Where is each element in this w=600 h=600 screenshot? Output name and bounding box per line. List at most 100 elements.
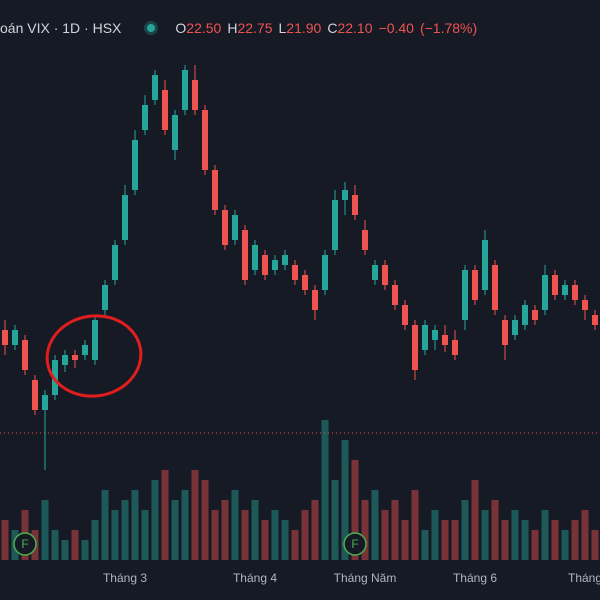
x-tick-label: Tháng 6 <box>453 571 497 585</box>
volume-bar <box>321 420 329 560</box>
volume-bar <box>51 530 59 560</box>
volume-bar <box>131 490 139 560</box>
candle-body <box>62 355 68 365</box>
candle-body <box>342 190 348 200</box>
candle-body <box>82 345 88 355</box>
candle-body <box>162 90 168 130</box>
volume-bar <box>511 510 519 560</box>
candle-body <box>422 325 428 350</box>
x-tick-label: Tháng 4 <box>233 571 277 585</box>
candle-body <box>332 200 338 250</box>
candle-body <box>72 355 78 360</box>
volume-bar <box>421 530 429 560</box>
candle-body <box>382 265 388 285</box>
volume-bar <box>231 490 239 560</box>
volume-bar <box>61 540 69 560</box>
volume-bar <box>591 530 599 560</box>
volume-bar <box>431 510 439 560</box>
candle-body <box>152 75 158 100</box>
candle-body <box>572 285 578 300</box>
candle-body <box>32 380 38 410</box>
ohlc-key: L <box>278 20 287 36</box>
candle-body <box>502 320 508 345</box>
ohlc-key: O <box>175 20 187 36</box>
event-marker <box>343 532 367 556</box>
candle-body <box>562 285 568 295</box>
volume-bar <box>551 520 559 560</box>
candle-body <box>492 265 498 310</box>
candle-body <box>472 270 478 300</box>
volume-bar <box>81 540 89 560</box>
candle-body <box>372 265 378 280</box>
ohlc-value: 22.75 <box>237 20 273 36</box>
volume-bar <box>181 490 189 560</box>
volume-bar <box>361 500 369 560</box>
candle-body <box>532 310 538 320</box>
volume-bar <box>291 530 299 560</box>
volume-bar <box>311 500 319 560</box>
candle-body <box>282 255 288 265</box>
candle-body <box>512 320 518 335</box>
candle-body <box>362 230 368 250</box>
header: oán VIX · 1D · HSX O 22.50 H 22.75 L 21.90 … <box>0 17 483 39</box>
candle-body <box>392 285 398 305</box>
volume-bar <box>271 510 279 560</box>
volume-bar <box>401 520 409 560</box>
candle-body <box>482 240 488 290</box>
volume-bar <box>261 520 269 560</box>
volume-bar <box>251 500 259 560</box>
volume-bar <box>91 520 99 560</box>
candle-body <box>402 305 408 325</box>
candle-body <box>272 260 278 270</box>
candle-body <box>252 245 258 270</box>
volume-bar <box>371 490 379 560</box>
candle-body <box>262 255 268 275</box>
candle-body <box>582 300 588 310</box>
candle-body <box>42 395 48 410</box>
volume-bar <box>451 520 459 560</box>
candle-body <box>552 275 558 295</box>
volume-bar <box>441 520 449 560</box>
candle-body <box>122 195 128 240</box>
candle-body <box>312 290 318 310</box>
candle-body <box>192 80 198 110</box>
candle-body <box>452 340 458 355</box>
candle-body <box>302 275 308 290</box>
candle-body <box>352 195 358 215</box>
candle-body <box>322 255 328 290</box>
volume-bar <box>581 510 589 560</box>
x-tick-label: Tháng 3 <box>103 571 147 585</box>
ohlc-value: 22.10 <box>337 20 373 36</box>
volume-bar <box>541 510 549 560</box>
candle-body <box>132 140 138 190</box>
ohlc-key: C <box>327 20 338 36</box>
candle-body <box>212 170 218 210</box>
volume-bar <box>161 470 169 560</box>
volume-bar <box>331 480 339 560</box>
volume-bar <box>561 530 569 560</box>
candle-body <box>412 325 418 370</box>
symbol-title: oán VIX · 1D · HSX <box>0 20 122 36</box>
candle-body <box>462 270 468 320</box>
volume-bar <box>241 510 249 560</box>
ohlc-value: 22.50 <box>186 20 222 36</box>
volume-bar <box>571 520 579 560</box>
ohlc-key: H <box>227 20 238 36</box>
event-label: F <box>351 537 358 551</box>
candle-body <box>202 110 208 170</box>
candle-body <box>222 210 228 245</box>
change: −0.40 <box>378 20 414 36</box>
volume-bar <box>501 520 509 560</box>
volume-bar <box>101 490 109 560</box>
volume-bar <box>171 500 179 560</box>
candle-body <box>142 105 148 130</box>
candle-body <box>112 245 118 280</box>
volume-bar <box>341 440 349 560</box>
volume-bar <box>301 510 309 560</box>
candle-body <box>102 285 108 310</box>
volume-bar <box>491 500 499 560</box>
volume-bar <box>151 480 159 560</box>
x-tick-label: Tháng Năm <box>334 571 397 585</box>
